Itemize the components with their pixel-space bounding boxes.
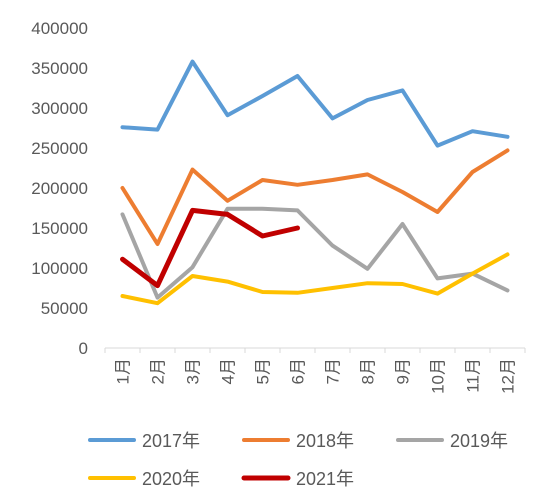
series-line-2017年: [120, 59, 510, 148]
x-tick-label: 4月: [219, 358, 238, 384]
legend-label: 2019年: [450, 431, 508, 451]
x-tick-label: 9月: [394, 358, 413, 384]
x-tick-label: 5月: [254, 358, 273, 384]
x-tick-label: 2月: [149, 358, 168, 384]
x-tick-label: 3月: [184, 358, 203, 384]
y-tick-label: 400000: [31, 19, 88, 38]
y-tick-label: 0: [79, 339, 88, 358]
x-axis-ticks: 1月 2月 3月 4月 5月 6月 7月 8月 9月 10月 11月 12月: [114, 358, 518, 394]
legend-label: 2021年: [296, 469, 354, 489]
y-tick-label: 200000: [31, 179, 88, 198]
x-tick-label: 12月: [499, 358, 518, 394]
legend: 2017年 2018年 2019年 2020年 2021年: [88, 431, 508, 489]
legend-label: 2018年: [296, 431, 354, 451]
y-axis-ticks: 0 50000 100000 150000 200000 250000 300000 3500…: [31, 19, 88, 358]
series-line-2021年: [120, 207, 300, 289]
x-tick-label: 10月: [429, 358, 448, 394]
y-tick-label: 50000: [41, 299, 88, 318]
y-tick-label: 100000: [31, 259, 88, 278]
x-tick-label: 8月: [359, 358, 378, 384]
legend-label: 2017年: [142, 431, 200, 451]
legend-label: 2020年: [142, 469, 200, 489]
y-tick-label: 150000: [31, 219, 88, 238]
series-line-2018年: [120, 148, 510, 246]
x-tick-label: 1月: [114, 358, 133, 384]
series-line-2020年: [120, 252, 510, 306]
x-axis: [104, 347, 526, 353]
y-tick-label: 250000: [31, 139, 88, 158]
series-line-2019年: [120, 206, 510, 300]
x-tick-label: 11月: [464, 358, 483, 393]
x-tick-label: 7月: [324, 358, 343, 384]
series-lines: [120, 59, 510, 306]
y-tick-label: 300000: [31, 99, 88, 118]
x-tick-label: 6月: [289, 358, 308, 384]
y-tick-label: 350000: [31, 59, 88, 78]
